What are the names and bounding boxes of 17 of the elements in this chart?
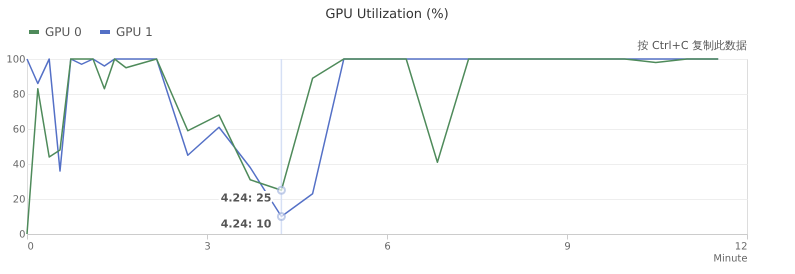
legend-label: GPU 1 bbox=[116, 25, 153, 39]
text: 按 Ctrl+C 复制此数据 bbox=[638, 39, 747, 52]
x-tick-label: 9 bbox=[564, 242, 571, 252]
x-axis-title: Minute bbox=[713, 254, 748, 264]
y-tick-label: 60 bbox=[12, 124, 26, 136]
annotation: 4.24: 10 bbox=[220, 218, 272, 230]
x-tick-label: 0 bbox=[28, 242, 34, 252]
legend-label: GPU 0 bbox=[45, 25, 82, 39]
chart-title: GPU Utilization (%) bbox=[325, 7, 449, 22]
y-tick-label: 40 bbox=[12, 160, 26, 170]
x-tick-label: 3 bbox=[204, 242, 211, 252]
y-tick-label: 0 bbox=[19, 230, 26, 240]
y-tick-label: 80 bbox=[12, 90, 26, 100]
y-tick-label: 100 bbox=[6, 54, 26, 66]
y-tick-label: 20 bbox=[12, 194, 26, 206]
x-tick-label: 6 bbox=[384, 242, 391, 252]
x-tick-label: 12 bbox=[734, 242, 748, 252]
